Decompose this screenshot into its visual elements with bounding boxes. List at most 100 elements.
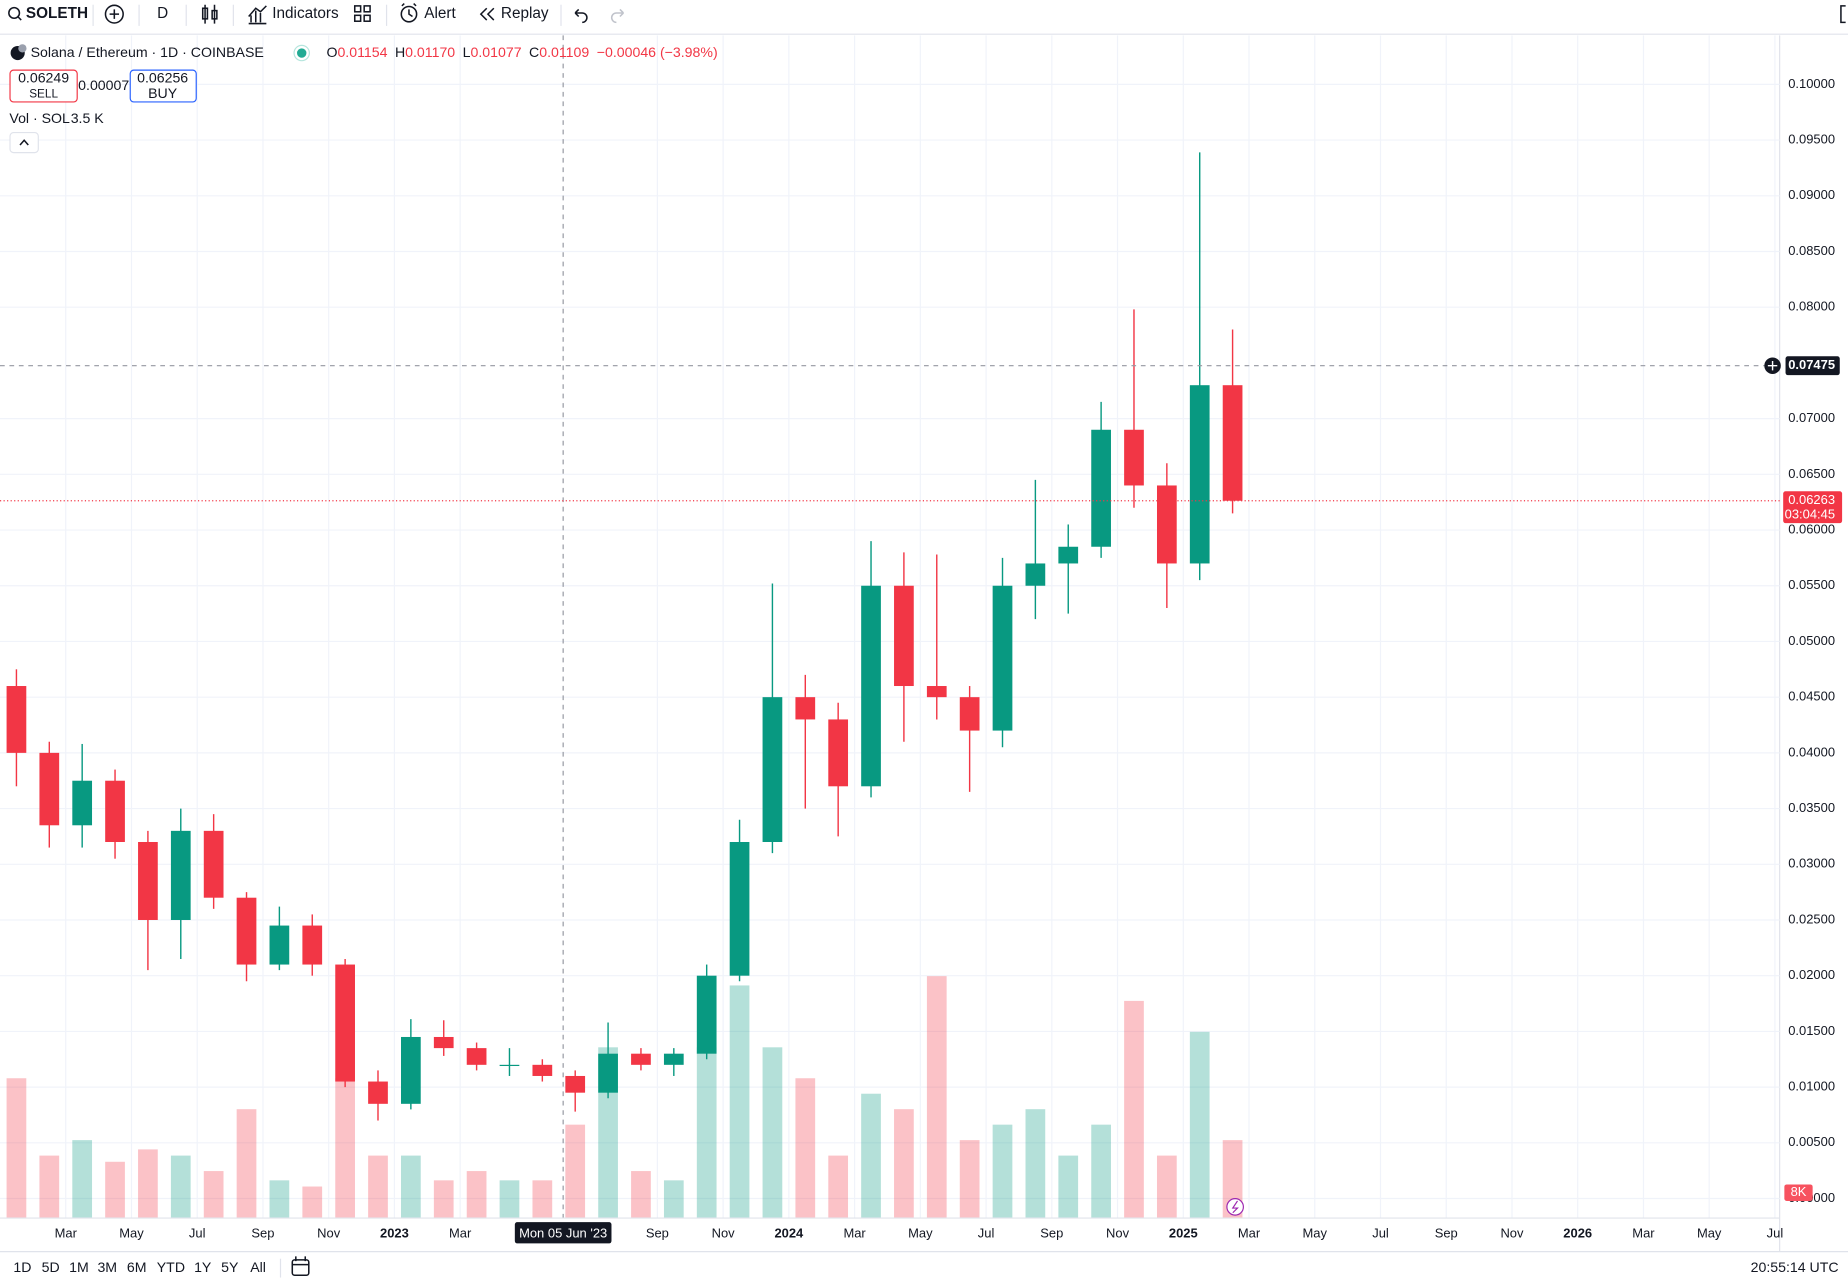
candle-body: [203, 830, 224, 898]
volume-bar: [1025, 1109, 1046, 1218]
buy-button[interactable]: [129, 69, 197, 103]
candle-body: [795, 697, 816, 720]
x-tick-label: 2024: [774, 1225, 804, 1240]
candle-body: [828, 719, 849, 787]
x-tick-label: May: [1303, 1225, 1328, 1240]
candle-body: [499, 1064, 520, 1067]
undo[interactable]: [574, 8, 588, 24]
candle-body: [1124, 429, 1144, 486]
last-volume-badge: [1784, 1184, 1813, 1201]
volume-bar: [401, 1155, 421, 1218]
candle-body: [565, 1075, 586, 1093]
range-button[interactable]: All: [250, 1259, 266, 1275]
ohlc-value: 0.01154: [337, 44, 387, 60]
y-tick-label: 0.09500: [1788, 132, 1835, 147]
date-range-icon[interactable]: [291, 1259, 310, 1276]
x-tick-label: Jul: [1767, 1225, 1784, 1240]
layout-icon: [363, 5, 371, 13]
redo[interactable]: [610, 8, 625, 24]
fullscreen[interactable]: [1840, 5, 1846, 24]
y-tick-label: 0.03500: [1788, 800, 1835, 815]
crosshair-x-badge: [514, 1222, 612, 1244]
clock: 20:55:14 UTC: [1751, 1259, 1839, 1275]
alert[interactable]: Alert: [424, 5, 456, 22]
y-tick-label: 0.05500: [1788, 577, 1835, 592]
x-tick-label: May: [119, 1225, 144, 1240]
range-button[interactable]: 5D: [42, 1259, 60, 1275]
volume-bar: [729, 985, 750, 1218]
ohlc-label: O: [326, 44, 337, 60]
candle-body: [302, 925, 323, 965]
candle-body: [729, 841, 750, 976]
range-button[interactable]: 1M: [69, 1259, 89, 1275]
y-tick-label: 0.06500: [1788, 466, 1835, 481]
replay-icon[interactable]: [479, 7, 495, 21]
volume-bar: [565, 1124, 586, 1218]
x-tick-label: Sep: [1435, 1225, 1458, 1240]
indicators-icon[interactable]: [248, 5, 267, 25]
range-button[interactable]: 1Y: [194, 1259, 212, 1275]
candles: [6, 152, 1243, 1121]
candle-body: [894, 585, 914, 687]
volume-bar: [105, 1161, 125, 1218]
date-range-icon: [292, 1256, 309, 1266]
indicators[interactable]: Indicators: [272, 5, 339, 22]
y-tick-label: 0.01000: [1788, 1079, 1835, 1094]
search-icon: [17, 15, 22, 21]
ohlc-value: 0.01170: [405, 44, 455, 60]
volume-bar: [466, 1171, 487, 1218]
ohlc-label: H: [395, 44, 405, 60]
candle-body: [1156, 485, 1177, 564]
spread: 0.00007: [78, 77, 129, 93]
x-tick-label: Sep: [251, 1225, 274, 1240]
grid: 0.000000.005000.010000.015000.020000.025…: [0, 35, 1835, 1252]
y-tick-label: 0.08000: [1788, 299, 1835, 314]
collapse-legend[interactable]: [9, 132, 39, 154]
candle-body: [992, 585, 1013, 731]
replay[interactable]: Replay: [501, 5, 549, 22]
y-tick-label: 0.08500: [1788, 243, 1835, 258]
realtime-icon: [1226, 1198, 1244, 1216]
x-tick-label: Jul: [189, 1225, 206, 1240]
range-button[interactable]: 6M: [127, 1259, 147, 1275]
y-tick-label: 0.04500: [1788, 689, 1835, 704]
candle-body: [335, 964, 355, 1082]
range-button[interactable]: 3M: [97, 1259, 117, 1275]
interval[interactable]: D: [157, 5, 168, 22]
volume-bar: [894, 1109, 914, 1218]
volume-bar: [72, 1140, 93, 1218]
candle-body: [236, 897, 257, 965]
volume-bar: [138, 1149, 158, 1218]
alert-icon[interactable]: [400, 5, 418, 23]
symbol[interactable]: SOLETH: [26, 5, 88, 22]
volume-bar: [1156, 1155, 1177, 1218]
volume-bar: [269, 1180, 290, 1218]
x-tick-label: Sep: [646, 1225, 669, 1240]
volume-bar: [39, 1155, 60, 1218]
volume-bar: [335, 1078, 355, 1218]
y-tick-label: 0.02000: [1788, 967, 1835, 982]
range-button[interactable]: 1D: [13, 1259, 31, 1275]
sell-button[interactable]: [9, 69, 78, 103]
search-icon[interactable]: [8, 6, 21, 20]
layout-icon: [353, 14, 362, 22]
buy-label: BUY: [148, 85, 178, 101]
layout-icon[interactable]: [353, 5, 362, 13]
volume-bar: [828, 1155, 849, 1218]
add-symbol[interactable]: [104, 4, 124, 24]
x-tick-label: Nov: [1106, 1225, 1130, 1240]
range-button[interactable]: 5Y: [221, 1259, 239, 1275]
symbol-title: Solana / Ethereum · 1D · COINBASE: [31, 44, 264, 60]
symbol-logo: [18, 44, 27, 53]
candle-body: [401, 1036, 421, 1104]
range-button[interactable]: YTD: [157, 1259, 185, 1275]
volume-bar: [926, 976, 947, 1218]
candle-body: [170, 830, 191, 920]
x-tick-label: Mar: [1238, 1225, 1261, 1240]
toolbar-bg: [0, 0, 1848, 33]
layout-icon: [363, 14, 371, 22]
realtime-icon-bolt: [1231, 1200, 1239, 1214]
candle-body: [762, 697, 783, 842]
candle-body: [532, 1064, 553, 1076]
